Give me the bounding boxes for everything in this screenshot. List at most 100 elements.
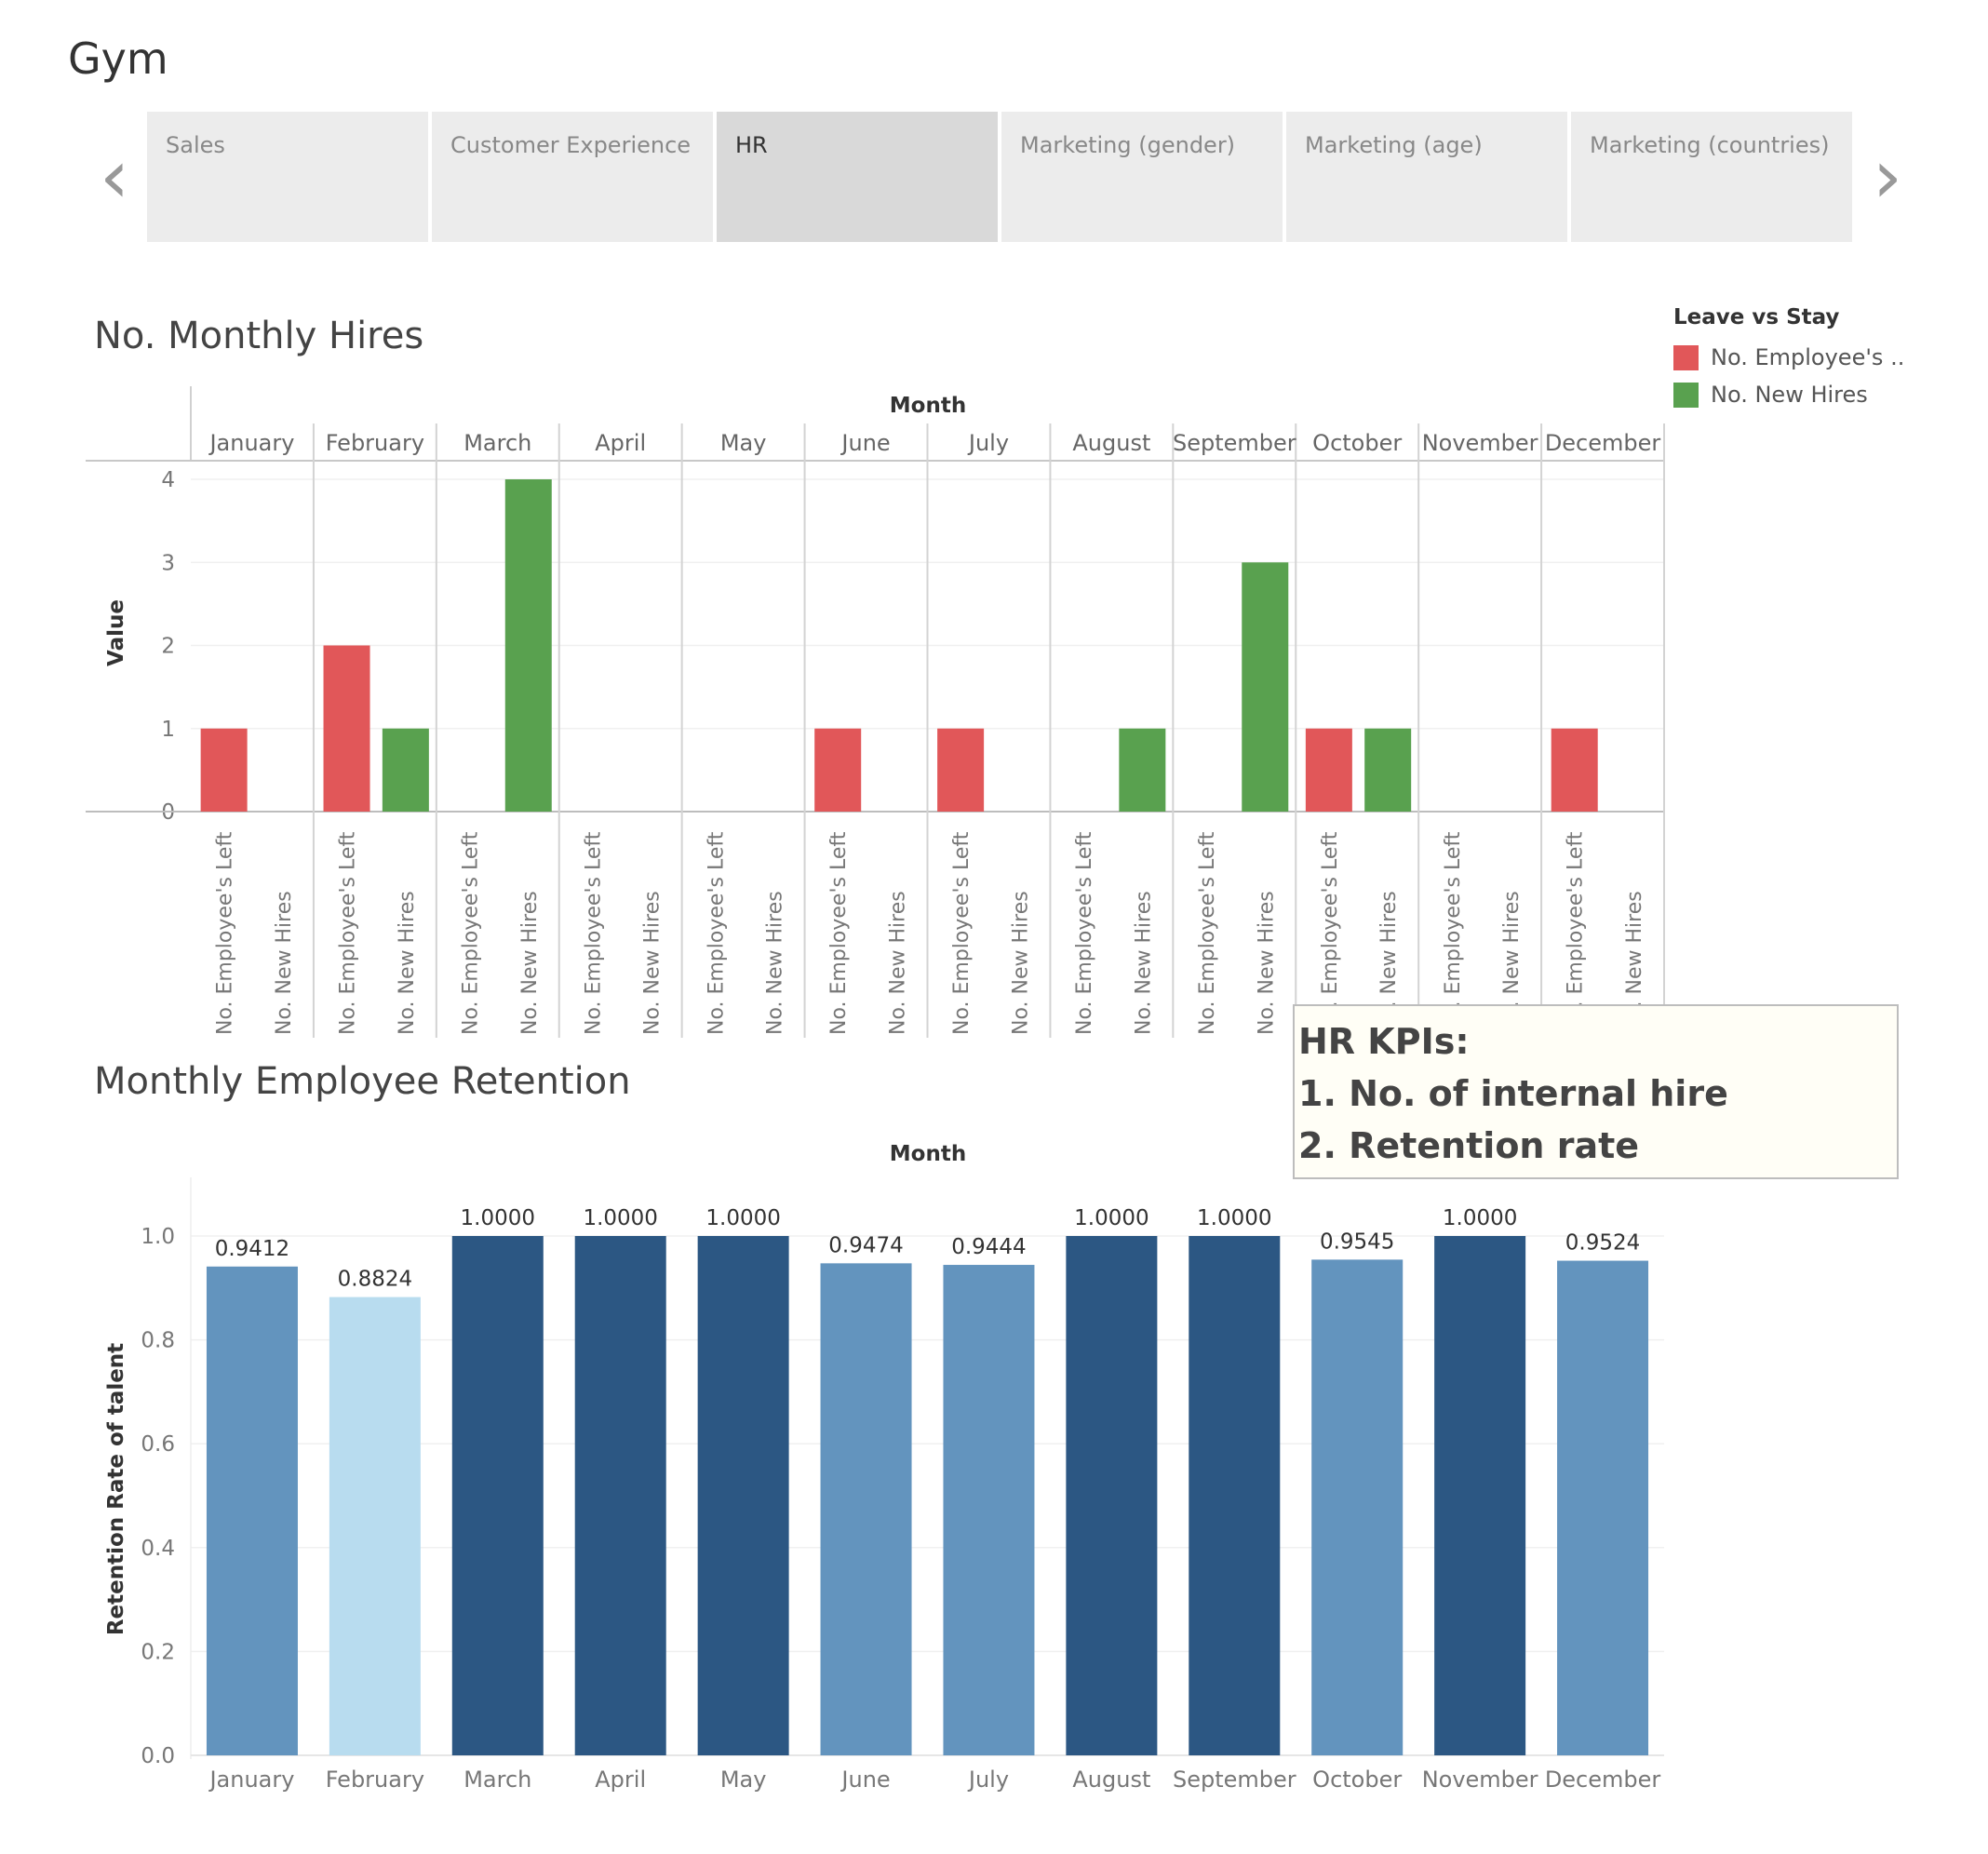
data-label: 0.9545	[1320, 1229, 1394, 1254]
kpi-annotation: HR KPIs: 1. No. of internal hire 2. Rete…	[1293, 1004, 1899, 1179]
retention-bar	[1066, 1236, 1158, 1755]
month-label: November	[1422, 430, 1538, 456]
tab-marketing-gender[interactable]: Marketing (gender)	[1001, 112, 1283, 242]
month-label: May	[720, 430, 767, 456]
y-tick-label: 1.0	[141, 1225, 175, 1249]
sub-category-label: No. Employee's Left	[1565, 831, 1588, 1035]
month-label: June	[840, 1767, 890, 1793]
month-label: March	[463, 1767, 531, 1793]
hires-y-axis-label: Value	[104, 599, 128, 666]
sub-category-label: No. Employee's Left	[1442, 831, 1465, 1035]
y-tick-label: 0.4	[141, 1537, 175, 1561]
month-label: February	[326, 430, 424, 456]
sub-category-label: No. Employee's Left	[582, 831, 605, 1035]
month-label: April	[595, 1767, 646, 1793]
data-label: 0.9412	[215, 1237, 289, 1261]
y-tick-label: 2	[161, 635, 175, 659]
month-label: February	[326, 1767, 424, 1793]
tab-sales[interactable]: Sales	[147, 112, 428, 242]
legend-item-hires[interactable]: No. New Hires	[1673, 376, 1904, 413]
month-label: September	[1173, 1767, 1296, 1793]
y-tick-label: 1	[161, 718, 175, 742]
retention-bar	[329, 1296, 421, 1755]
month-label: June	[840, 430, 890, 456]
retention-bar	[206, 1266, 298, 1755]
month-label: March	[463, 430, 531, 456]
month-label: December	[1545, 430, 1661, 456]
legend-title: Leave vs Stay	[1673, 305, 1840, 329]
y-tick-label: 0.6	[141, 1432, 175, 1457]
sub-category-label: No. Employee's Left	[705, 831, 728, 1035]
tab-marketing-age[interactable]: Marketing (age)	[1286, 112, 1567, 242]
bar-left	[814, 728, 862, 812]
month-label: October	[1312, 430, 1402, 456]
tab-customer-experience[interactable]: Customer Experience	[432, 112, 713, 242]
retention-bar	[1434, 1236, 1526, 1755]
month-label: September	[1173, 430, 1296, 456]
month-label: August	[1072, 430, 1150, 456]
sub-category-label: No. New Hires	[1132, 891, 1155, 1035]
hires-column-header: Month	[890, 394, 966, 418]
month-label: August	[1072, 1767, 1150, 1793]
bar-left	[1305, 728, 1352, 812]
bar-hires	[1119, 728, 1166, 812]
y-tick-label: 4	[161, 468, 175, 492]
retention-bar	[451, 1236, 544, 1755]
retention-bar	[820, 1263, 912, 1755]
tab-marketing-countries[interactable]: Marketing (countries)	[1571, 112, 1852, 242]
data-label: 1.0000	[461, 1206, 535, 1230]
month-label: July	[967, 430, 1009, 456]
data-label: 1.0000	[583, 1206, 657, 1230]
retention-bar	[574, 1236, 666, 1755]
month-label: July	[967, 1767, 1009, 1793]
y-tick-label: 0.2	[141, 1640, 175, 1664]
tab-hr[interactable]: HR	[717, 112, 998, 242]
bar-left	[1551, 728, 1598, 812]
month-label: January	[208, 430, 294, 456]
legend-item-left[interactable]: No. Employee's ..	[1673, 339, 1904, 376]
bar-hires	[1364, 728, 1412, 812]
prev-tab-arrow-icon[interactable]: ‹	[100, 133, 129, 220]
month-label: October	[1312, 1767, 1402, 1793]
sub-category-label: No. New Hires	[518, 891, 542, 1035]
month-label: December	[1545, 1767, 1661, 1793]
sub-category-label: No. Employee's Left	[459, 831, 482, 1035]
bar-left	[323, 645, 370, 812]
data-label: 1.0000	[705, 1206, 780, 1230]
kpi-item-2: 2. Retention rate	[1298, 1125, 1640, 1166]
bar-left	[937, 728, 985, 812]
data-label: 1.0000	[1197, 1206, 1271, 1230]
legend-label-left: No. Employee's ..	[1711, 344, 1905, 370]
data-label: 1.0000	[1074, 1206, 1148, 1230]
sub-category-label: No. Employee's Left	[1073, 831, 1096, 1035]
hires-chart-title: No. Monthly Hires	[94, 315, 424, 357]
month-label: May	[720, 1767, 767, 1793]
y-tick-label: 0.8	[141, 1329, 175, 1353]
sub-category-label: No. New Hires	[273, 891, 296, 1035]
legend-swatch-hires	[1673, 382, 1699, 408]
retention-column-header: Month	[890, 1142, 966, 1166]
bar-hires	[1242, 562, 1289, 812]
sub-category-label: No. Employee's Left	[214, 831, 237, 1035]
legend-label-hires: No. New Hires	[1711, 382, 1868, 408]
y-tick-label: 3	[161, 551, 175, 575]
sub-category-label: No. New Hires	[1009, 891, 1032, 1035]
data-label: 0.9474	[828, 1233, 903, 1257]
sub-category-label: No. New Hires	[641, 891, 665, 1035]
kpi-item-1: 1. No. of internal hire	[1298, 1073, 1728, 1114]
data-label: 0.9444	[951, 1235, 1026, 1259]
sub-category-label: No. New Hires	[1255, 891, 1278, 1035]
data-label: 1.0000	[1443, 1206, 1517, 1230]
page-title: Gym	[68, 34, 168, 84]
sub-category-label: No. New Hires	[887, 891, 910, 1035]
next-tab-arrow-icon[interactable]: ›	[1873, 133, 1902, 220]
legend-swatch-left	[1673, 344, 1699, 370]
sub-category-label: No. Employee's Left	[827, 831, 851, 1035]
sub-category-label: No. Employee's Left	[1319, 831, 1342, 1035]
kpi-title: HR KPIs:	[1298, 1021, 1470, 1062]
bar-left	[200, 728, 248, 812]
bar-hires	[382, 728, 429, 812]
retention-bar	[1311, 1259, 1404, 1755]
